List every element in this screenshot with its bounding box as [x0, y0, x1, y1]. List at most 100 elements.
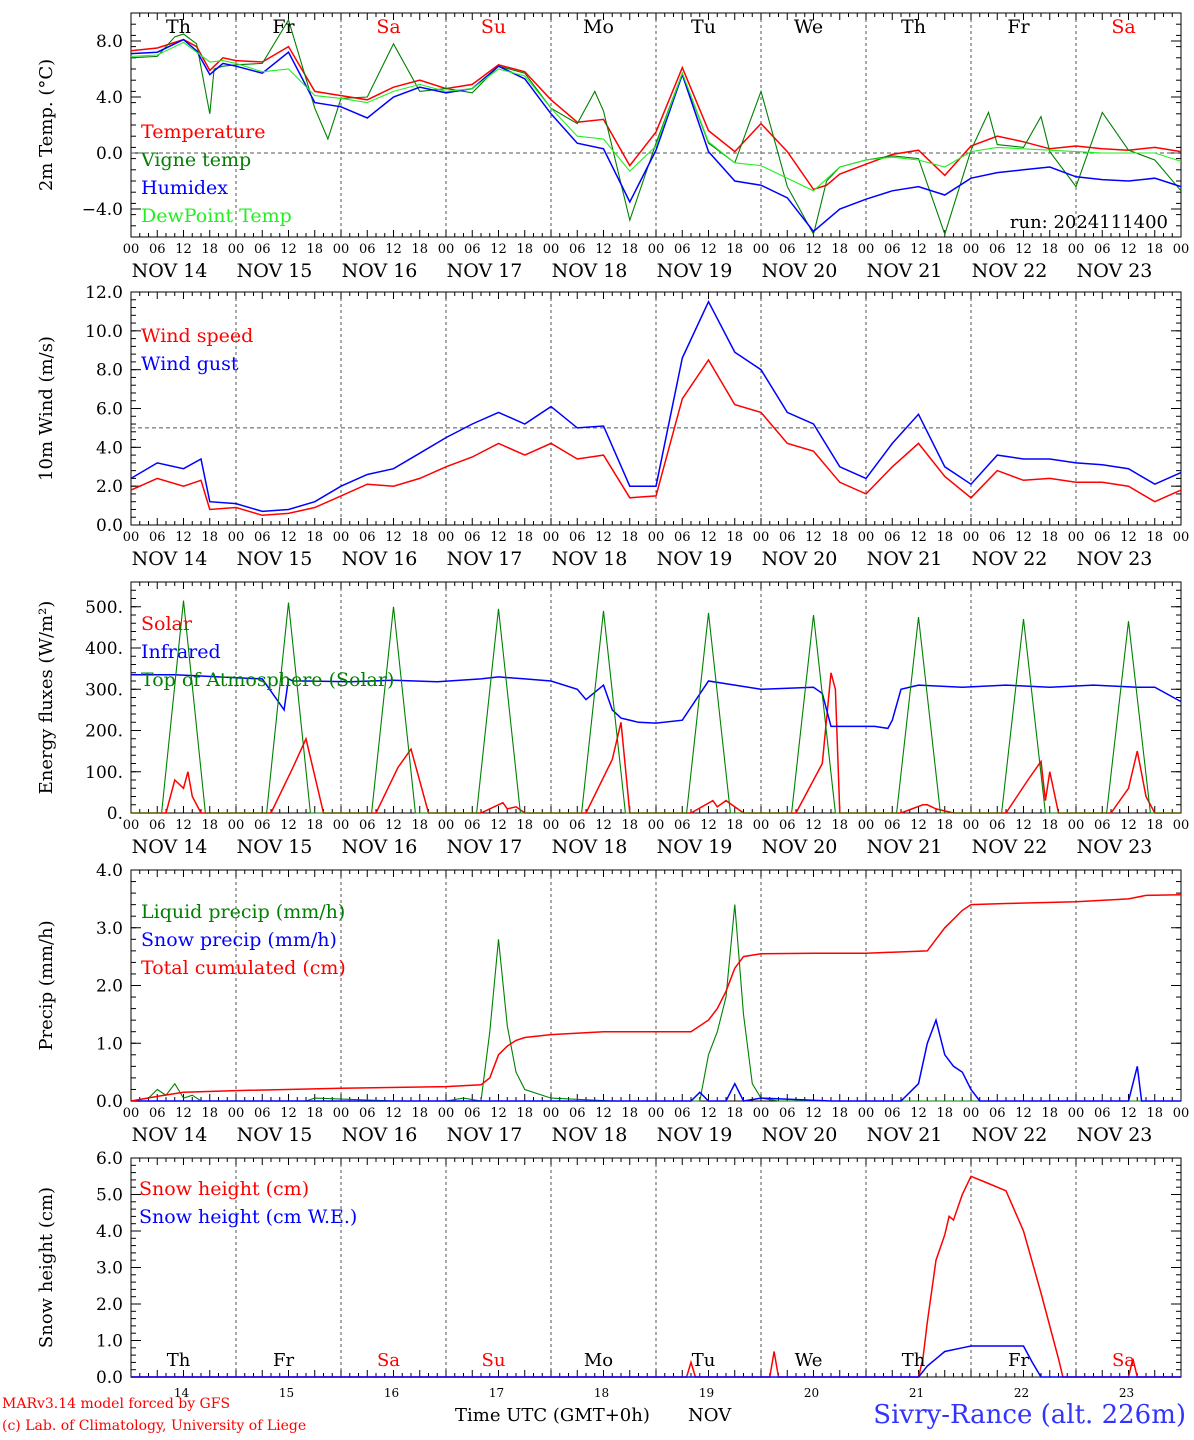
- wind-hour-label: 12: [280, 530, 297, 545]
- temp-series-dewpoint-temp: [130, 41, 1182, 192]
- precip-hour-label: 06: [149, 1106, 166, 1121]
- temp-date-label: NOV 18: [552, 260, 628, 282]
- precip-date-label: NOV 20: [762, 1124, 838, 1146]
- month-label: NOV: [688, 1405, 732, 1426]
- precip-hour-label: 00: [438, 1106, 455, 1121]
- weekday-label-top: Su: [481, 16, 506, 38]
- wind-hour-label: 00: [648, 530, 665, 545]
- energy-hour-label: 00: [1068, 818, 1085, 833]
- wind-hour-label: 18: [516, 530, 533, 545]
- precip-hour-label: 12: [595, 1106, 612, 1121]
- precip-legend-entry: Snow precip (mm/h): [141, 929, 337, 951]
- lab-credit: (c) Lab. of Climatology, University of L…: [2, 1418, 307, 1434]
- snow-ytick-label: 6.0: [96, 1149, 123, 1169]
- temp-ytick-label: 0.0: [96, 144, 123, 164]
- energy-hour-label: 12: [490, 818, 507, 833]
- wind-hour-label: 18: [1146, 530, 1163, 545]
- weekday-label-bottom: Fr: [273, 1350, 294, 1371]
- temp-hour-label: 00: [1068, 242, 1085, 257]
- temp-hour-label: 12: [700, 242, 717, 257]
- energy-hour-label: 12: [1015, 818, 1032, 833]
- energy-hour-label: 00: [648, 818, 665, 833]
- energy-hour-label: 06: [359, 818, 376, 833]
- temp-date-label: NOV 17: [447, 260, 523, 282]
- wind-hour-label: 00: [123, 530, 140, 545]
- precip-date-label: NOV 15: [237, 1124, 313, 1146]
- precip-hour-label: 12: [805, 1106, 822, 1121]
- precip-hour-label: 00: [858, 1106, 875, 1121]
- precip-date-label: NOV 17: [447, 1124, 523, 1146]
- temp-hour-label: 18: [621, 242, 638, 257]
- energy-hour-label: 06: [884, 818, 901, 833]
- energy-hour-label: 06: [989, 818, 1006, 833]
- energy-hour-label: 12: [910, 818, 927, 833]
- precip-hour-label: 12: [1015, 1106, 1032, 1121]
- precip-hour-label: 00: [648, 1106, 665, 1121]
- day-number-label: 22: [1014, 1386, 1029, 1400]
- temp-date-label: NOV 23: [1077, 260, 1153, 282]
- wind-hour-label: 00: [963, 530, 980, 545]
- weekday-label-top: Sa: [376, 16, 400, 38]
- temp-hour-label: 06: [884, 242, 901, 257]
- weekday-label-top: We: [794, 16, 823, 38]
- precip-hour-label: 18: [831, 1106, 848, 1121]
- precip-hour-label: 06: [779, 1106, 796, 1121]
- energy-hour-label: 18: [936, 818, 953, 833]
- energy-hour-label: 12: [700, 818, 717, 833]
- wind-ytick-label: 4.0: [96, 438, 123, 458]
- precip-date-label: NOV 14: [132, 1124, 208, 1146]
- precip-ytick-label: 1.0: [96, 1034, 123, 1054]
- precip-hour-label: 18: [936, 1106, 953, 1121]
- snow-legend-entry: Snow height (cm): [139, 1178, 309, 1200]
- temp-date-label: NOV 21: [867, 260, 943, 282]
- day-number-label: 20: [804, 1386, 819, 1400]
- precip-hour-label: 18: [411, 1106, 428, 1121]
- energy-hour-label: 06: [674, 818, 691, 833]
- temp-date-label: NOV 15: [237, 260, 313, 282]
- wind-date-label: NOV 23: [1077, 548, 1153, 570]
- temp-hour-label: 06: [674, 242, 691, 257]
- weekday-label-top: Th: [166, 16, 191, 38]
- temp-ytick-label: −4.0: [82, 200, 123, 220]
- precip-date-label: NOV 19: [657, 1124, 733, 1146]
- weekday-label-top: Mo: [583, 16, 614, 38]
- precip-hour-label: 12: [280, 1106, 297, 1121]
- snow-legend-entry: Snow height (cm W.E.): [139, 1206, 357, 1228]
- wind-hour-label: 00: [543, 530, 560, 545]
- temp-date-label: NOV 14: [132, 260, 208, 282]
- temp-hour-label: 18: [726, 242, 743, 257]
- energy-hour-label: 00: [1173, 818, 1190, 833]
- wind-ytick-label: 6.0: [96, 400, 123, 420]
- wind-series-wind-speed: [130, 358, 1182, 517]
- temp-hour-label: 06: [989, 242, 1006, 257]
- weekday-label-bottom: We: [795, 1350, 823, 1371]
- station-name: Sivry-Rance (alt. 226m): [873, 1400, 1186, 1430]
- precip-hour-label: 06: [569, 1106, 586, 1121]
- wind-hour-label: 00: [858, 530, 875, 545]
- wind-ytick-label: 12.0: [85, 283, 123, 303]
- precip-hour-label: 12: [490, 1106, 507, 1121]
- energy-ytick-label: 300.: [85, 680, 123, 700]
- energy-hour-label: 00: [438, 818, 455, 833]
- temp-hour-label: 18: [306, 242, 323, 257]
- temp-hour-label: 00: [858, 242, 875, 257]
- precip-date-label: NOV 23: [1077, 1124, 1153, 1146]
- energy-date-label: NOV 23: [1077, 836, 1153, 858]
- wind-hour-label: 12: [175, 530, 192, 545]
- energy-hour-label: 18: [1146, 818, 1163, 833]
- wind-date-label: NOV 22: [972, 548, 1048, 570]
- weekday-label-top: Th: [901, 16, 926, 38]
- precip-hour-label: 06: [464, 1106, 481, 1121]
- energy-date-label: NOV 15: [237, 836, 313, 858]
- energy-ytick-label: 200.: [85, 722, 123, 742]
- precip-hour-label: 12: [1120, 1106, 1137, 1121]
- temp-hour-label: 00: [543, 242, 560, 257]
- weekday-label-bottom: Th: [902, 1350, 926, 1371]
- wind-hour-label: 00: [228, 530, 245, 545]
- temp-hour-label: 00: [333, 242, 350, 257]
- wind-hour-label: 06: [464, 530, 481, 545]
- temp-hour-label: 06: [569, 242, 586, 257]
- precip-hour-label: 06: [674, 1106, 691, 1121]
- energy-hour-label: 00: [543, 818, 560, 833]
- energy-ytick-label: 100.: [85, 763, 123, 783]
